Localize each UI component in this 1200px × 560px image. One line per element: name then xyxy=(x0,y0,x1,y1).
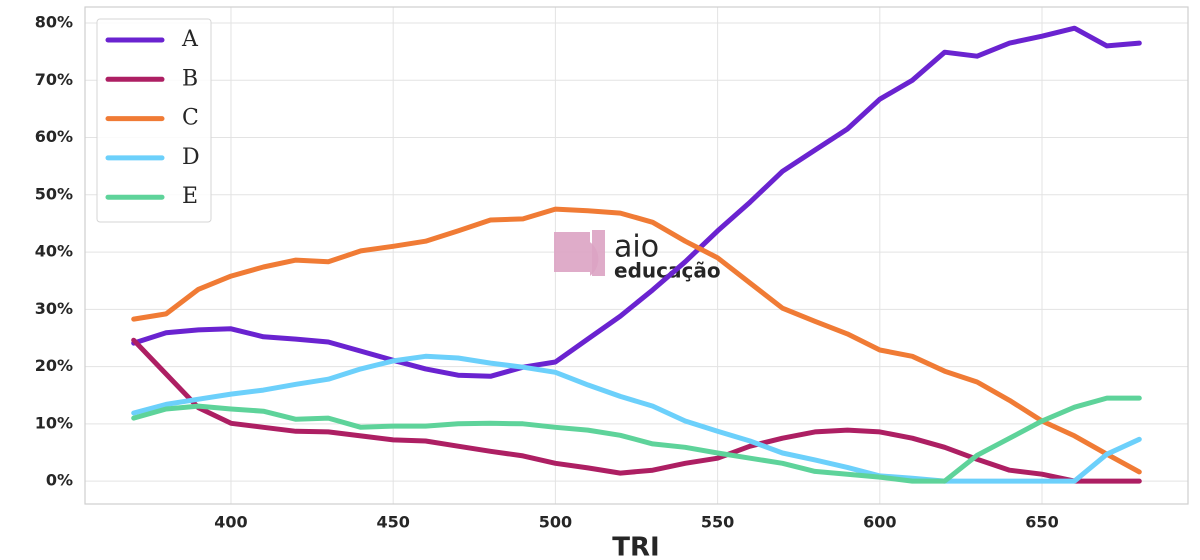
y-tick-label: 50% xyxy=(35,184,73,203)
y-tick-label: 40% xyxy=(35,242,73,261)
x-tick-label: 600 xyxy=(863,513,896,532)
x-tick-label: 500 xyxy=(539,513,572,532)
legend-label: B xyxy=(182,66,198,91)
y-tick-label: 80% xyxy=(35,13,73,32)
y-tick-label: 0% xyxy=(46,471,73,490)
x-tick-label: 450 xyxy=(376,513,409,532)
y-tick-label: 10% xyxy=(35,413,73,432)
y-tick-label: 30% xyxy=(35,299,73,318)
watermark-logo xyxy=(592,230,605,276)
x-axis-label: TRI xyxy=(612,533,659,560)
legend-label: A xyxy=(181,27,199,52)
watermark: aio educação xyxy=(554,230,721,283)
y-tick-label: 70% xyxy=(35,70,73,89)
legend-label: E xyxy=(182,184,198,209)
y-tick-label: 60% xyxy=(35,127,73,146)
line-series xyxy=(131,395,1142,484)
line-series xyxy=(131,25,1142,379)
y-tick-label: 20% xyxy=(35,356,73,375)
x-tick-label: 550 xyxy=(701,513,734,532)
legend-label: C xyxy=(182,106,199,131)
watermark-text: aio xyxy=(614,230,659,265)
line-series xyxy=(131,353,1142,484)
x-tick-label: 650 xyxy=(1025,513,1058,532)
watermark-logo xyxy=(554,232,599,276)
line-series xyxy=(131,206,1142,475)
legend-label: D xyxy=(182,145,200,170)
line-series xyxy=(131,337,1142,484)
x-tick-label: 400 xyxy=(214,513,247,532)
plot-frame xyxy=(84,6,1189,505)
